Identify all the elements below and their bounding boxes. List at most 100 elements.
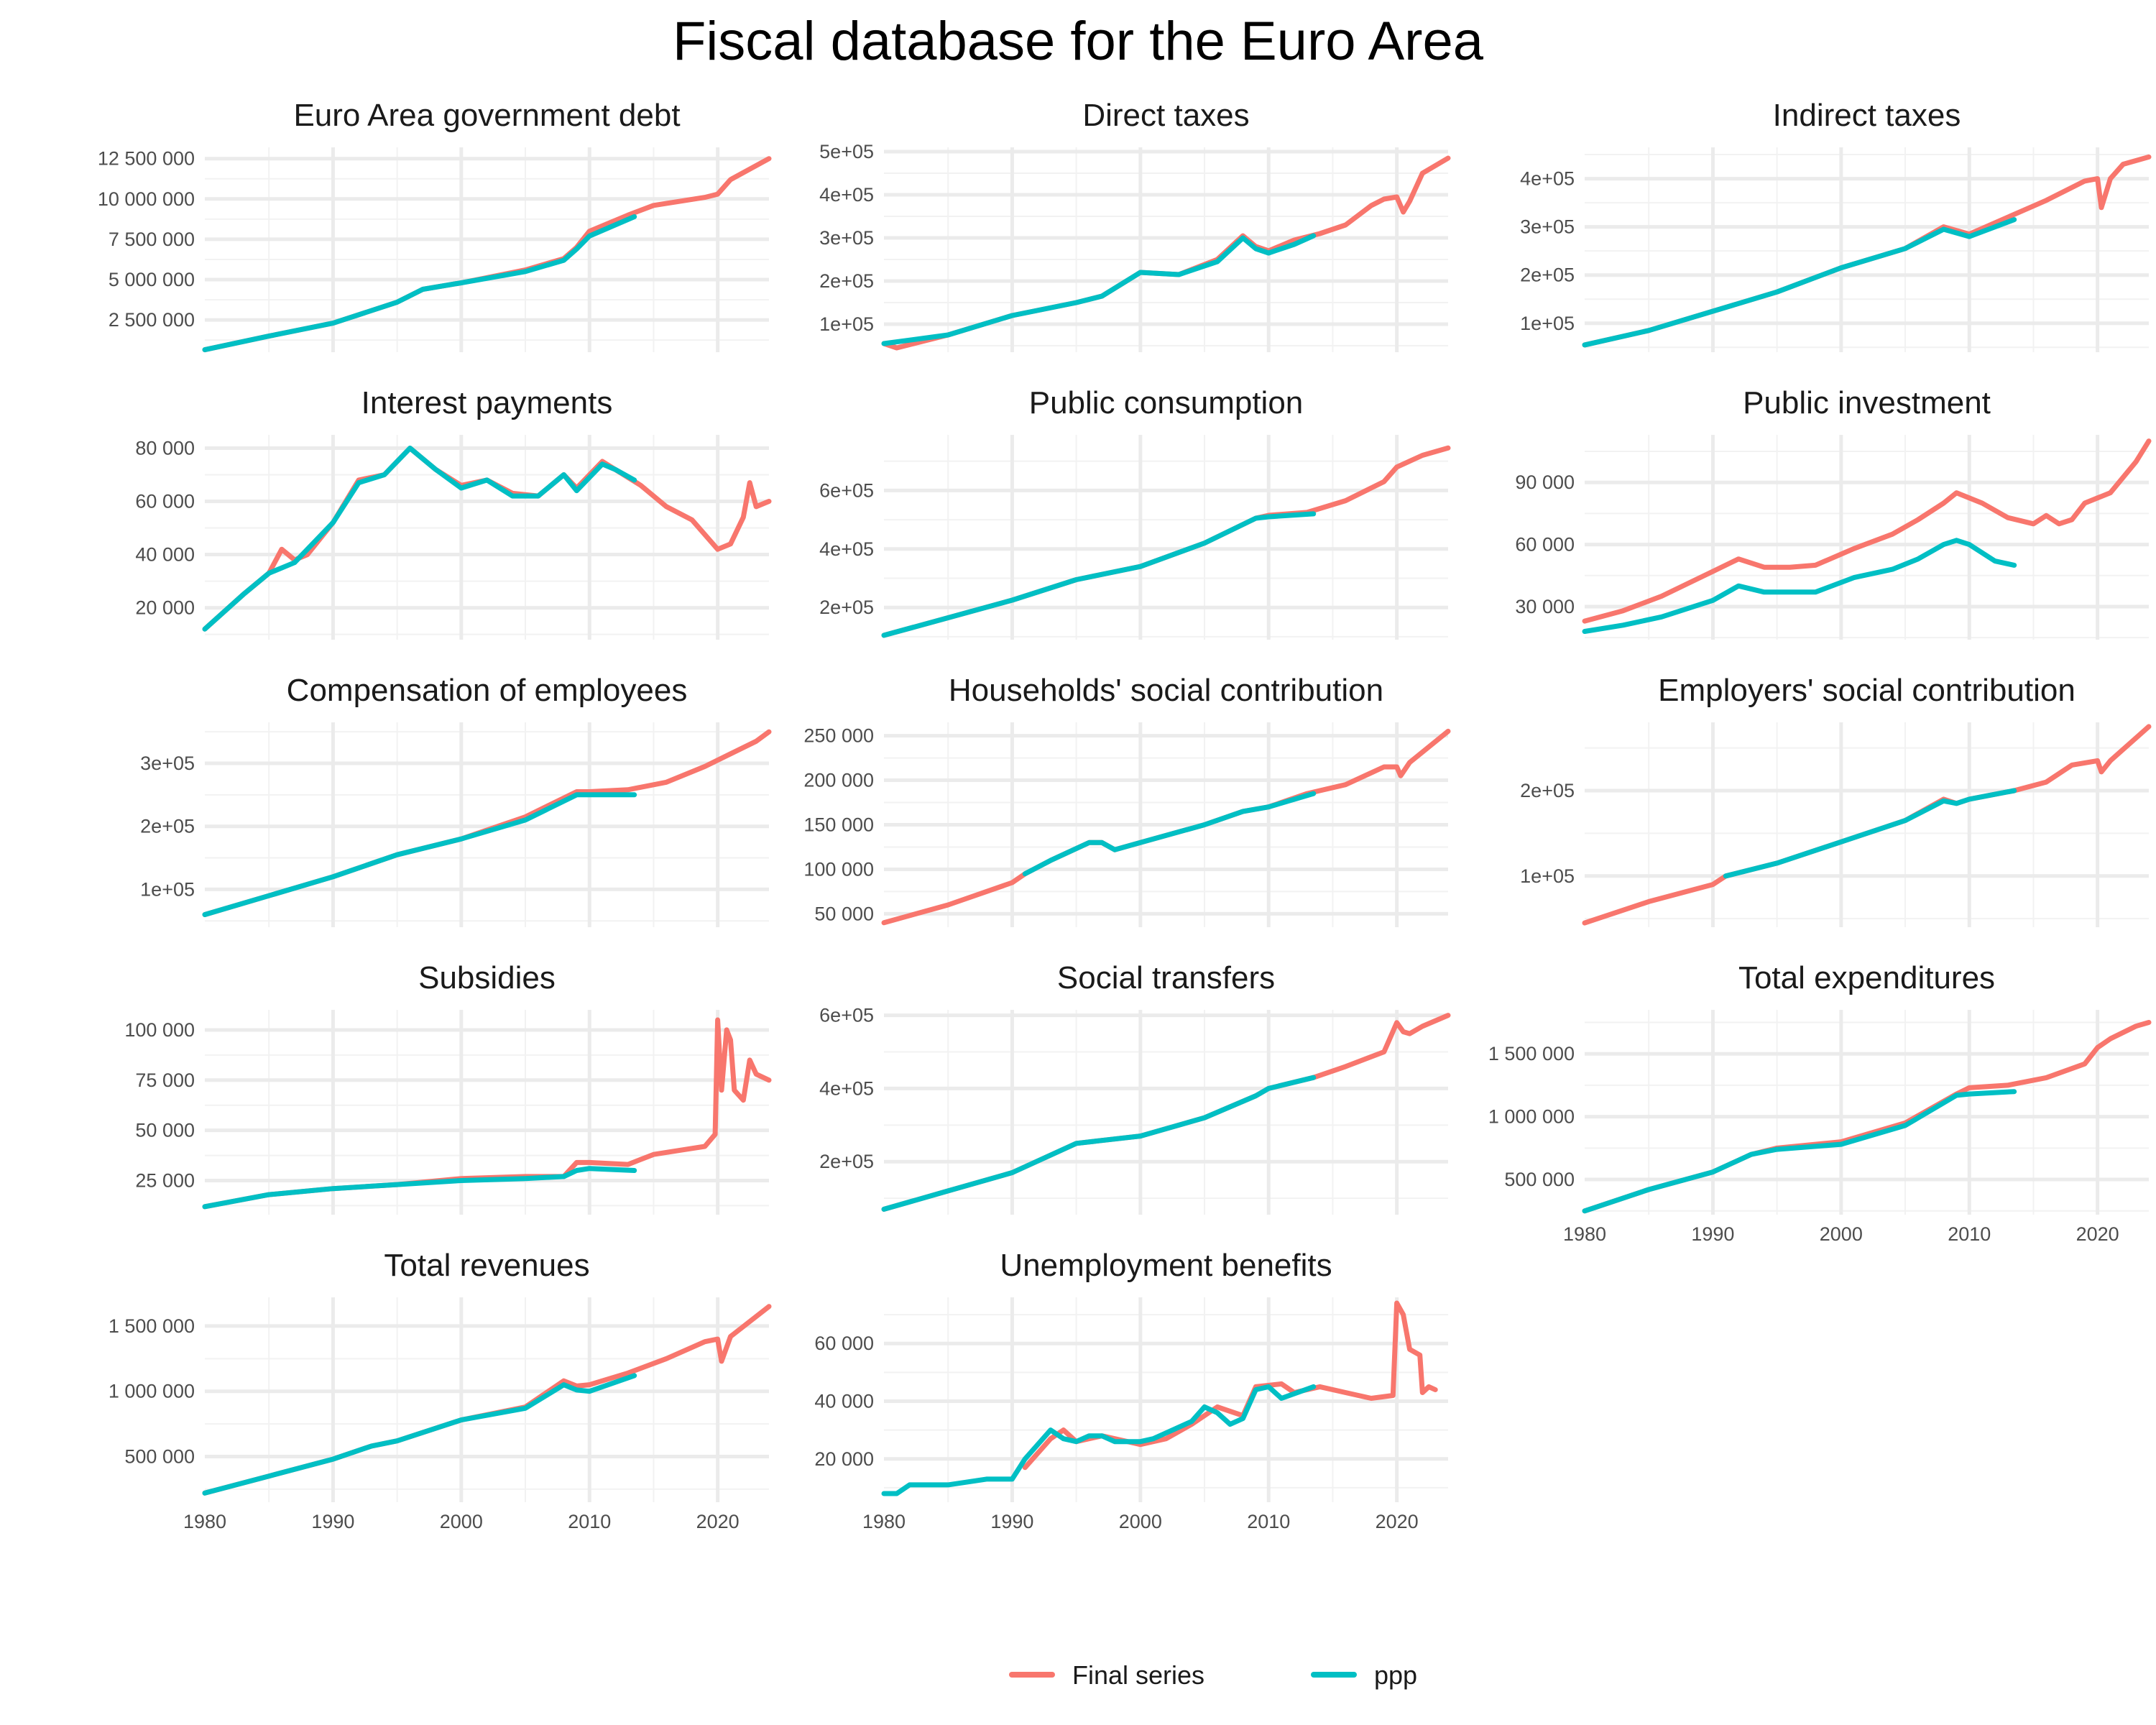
y-tick-label: 1e+05 bbox=[1520, 865, 1575, 887]
panel-subsidies: 25 000 50 000 75 000 100 000 Subsidies bbox=[124, 960, 772, 1215]
y-tick-label: 2 500 000 bbox=[109, 309, 195, 331]
y-tick-label: 5e+05 bbox=[819, 141, 874, 162]
panel-title: Public investment bbox=[1743, 385, 1991, 420]
series-line-final-series bbox=[1582, 724, 2152, 926]
series-line-ppp bbox=[1022, 791, 1317, 877]
series-line-final-series bbox=[881, 1013, 1451, 1212]
y-tick-label: 2e+05 bbox=[819, 270, 874, 292]
y-tick-label: 90 000 bbox=[1515, 472, 1575, 493]
panel-interest-payments: 20 000 40 000 60 000 80 000 Interest payment… bbox=[135, 385, 772, 640]
series-line-ppp bbox=[202, 214, 637, 353]
series-line-ppp bbox=[881, 1075, 1317, 1212]
series-line-ppp bbox=[202, 1373, 637, 1496]
legend-label: ppp bbox=[1374, 1660, 1417, 1690]
series-line-ppp bbox=[881, 511, 1317, 638]
x-tick-label: 2000 bbox=[1820, 1223, 1863, 1245]
x-tick-label: 2020 bbox=[1376, 1511, 1419, 1532]
series-line-ppp bbox=[1582, 1089, 2017, 1214]
y-tick-label: 7 500 000 bbox=[109, 229, 195, 250]
panel-title: Public consumption bbox=[1029, 385, 1304, 420]
y-tick-label: 2e+05 bbox=[819, 1151, 874, 1172]
y-tick-label: 20 000 bbox=[135, 597, 195, 619]
chart-title: Fiscal database for the Euro Area bbox=[673, 11, 1483, 72]
y-tick-label: 1e+05 bbox=[1520, 313, 1575, 334]
y-tick-label: 6e+05 bbox=[819, 479, 874, 501]
y-tick-label: 4e+05 bbox=[819, 184, 874, 206]
y-tick-label: 4e+05 bbox=[819, 1077, 874, 1099]
y-tick-label: 6e+05 bbox=[819, 1005, 874, 1026]
x-tick-label: 2010 bbox=[568, 1511, 611, 1532]
y-tick-label: 1 500 000 bbox=[1488, 1043, 1575, 1064]
panel-title: Households' social contribution bbox=[949, 673, 1383, 708]
y-tick-label: 200 000 bbox=[803, 770, 874, 791]
y-tick-label: 1 000 000 bbox=[1488, 1106, 1575, 1128]
panel-title: Interest payments bbox=[361, 385, 613, 420]
series-line-final-series bbox=[1582, 438, 2152, 624]
x-tick-label: 2000 bbox=[1119, 1511, 1162, 1532]
panel-unemployment-benefits: 20 000 40 000 60 000 Unemployment benefits 1… bbox=[814, 1248, 1448, 1532]
x-tick-label: 2000 bbox=[440, 1511, 483, 1532]
series-line-ppp bbox=[1582, 217, 2017, 348]
y-tick-label: 30 000 bbox=[1515, 596, 1575, 617]
series-line-ppp bbox=[1723, 788, 2017, 879]
y-tick-label: 2e+05 bbox=[819, 597, 874, 618]
y-tick-label: 1e+05 bbox=[140, 878, 195, 900]
y-tick-label: 500 000 bbox=[124, 1445, 195, 1467]
panel-compensation-of-employees: 1e+05 2e+05 3e+05 Compensation of employees bbox=[140, 673, 772, 927]
x-tick-label: 2010 bbox=[1247, 1511, 1290, 1532]
series-line-final-series bbox=[202, 1304, 772, 1496]
y-tick-label: 2e+05 bbox=[1520, 780, 1575, 801]
series-line-ppp bbox=[202, 792, 637, 917]
y-tick-label: 40 000 bbox=[135, 544, 195, 566]
y-tick-label: 3e+05 bbox=[819, 227, 874, 249]
series-line-ppp bbox=[202, 1166, 637, 1210]
panel-title: Euro Area government debt bbox=[293, 98, 680, 133]
y-tick-label: 10 000 000 bbox=[98, 188, 195, 210]
y-tick-label: 12 500 000 bbox=[98, 148, 195, 170]
panel-title: Indirect taxes bbox=[1773, 98, 1961, 133]
panel-title: Direct taxes bbox=[1082, 98, 1249, 133]
panel-public-consumption: 2e+05 4e+05 6e+05 Public consumption bbox=[819, 385, 1451, 640]
y-tick-label: 150 000 bbox=[803, 814, 874, 836]
panel-total-expenditures: 500 000 1 000 000 1 500 000 Total expenditu… bbox=[1488, 960, 2152, 1245]
x-tick-label: 1990 bbox=[311, 1511, 354, 1532]
y-tick-label: 25 000 bbox=[135, 1170, 195, 1192]
x-tick-label: 2010 bbox=[1948, 1223, 1991, 1245]
series-line-ppp bbox=[1582, 538, 2017, 634]
y-tick-label: 50 000 bbox=[135, 1120, 195, 1141]
y-tick-label: 4e+05 bbox=[819, 538, 874, 560]
panel-total-revenues: 500 000 1 000 000 1 500 000 Total revenues 1… bbox=[109, 1248, 772, 1532]
x-tick-label: 2020 bbox=[696, 1511, 740, 1532]
y-tick-label: 3e+05 bbox=[1520, 216, 1575, 238]
y-tick-label: 250 000 bbox=[803, 725, 874, 747]
y-tick-label: 60 000 bbox=[1515, 534, 1575, 556]
series-line-final-series bbox=[881, 155, 1451, 351]
x-tick-label: 1980 bbox=[862, 1511, 906, 1532]
y-tick-label: 100 000 bbox=[803, 858, 874, 880]
x-tick-label: 1990 bbox=[990, 1511, 1033, 1532]
y-tick-label: 1 000 000 bbox=[109, 1381, 195, 1402]
panel-euro-area-government-debt: 2 500 000 5 000 000 7 500 000 10 000 000 12 … bbox=[98, 98, 772, 353]
x-tick-label: 1990 bbox=[1691, 1223, 1734, 1245]
panel-title: Total revenues bbox=[384, 1248, 589, 1283]
panel-households-social-contribution: 50 000 100 000 150 000 200 000 250 000 Househ… bbox=[803, 673, 1451, 927]
y-tick-label: 75 000 bbox=[135, 1070, 195, 1091]
panel-public-investment: 30 000 60 000 90 000 Public investment bbox=[1515, 385, 2152, 640]
y-tick-label: 60 000 bbox=[814, 1333, 874, 1354]
y-tick-label: 40 000 bbox=[814, 1391, 874, 1412]
panel-title: Social transfers bbox=[1057, 960, 1275, 995]
legend-label: Final series bbox=[1072, 1660, 1204, 1690]
panel-indirect-taxes: 1e+05 2e+05 3e+05 4e+05 Indirect taxes bbox=[1520, 98, 2152, 352]
series-line-final-series bbox=[1022, 1300, 1438, 1471]
y-tick-label: 2e+05 bbox=[1520, 264, 1575, 286]
panel-title: Total expenditures bbox=[1738, 960, 1995, 995]
series-line-ppp bbox=[202, 446, 637, 632]
panel-social-transfers: 2e+05 4e+05 6e+05 Social transfers bbox=[819, 960, 1451, 1215]
y-tick-label: 500 000 bbox=[1504, 1169, 1575, 1190]
legend: Final series ppp bbox=[1009, 1660, 1417, 1690]
series-line-ppp bbox=[881, 1384, 1317, 1496]
panel-title: Compensation of employees bbox=[287, 673, 688, 708]
panel-direct-taxes: 1e+05 2e+05 3e+05 4e+05 5e+05 Direct taxes bbox=[819, 98, 1451, 352]
y-tick-label: 80 000 bbox=[135, 438, 195, 459]
